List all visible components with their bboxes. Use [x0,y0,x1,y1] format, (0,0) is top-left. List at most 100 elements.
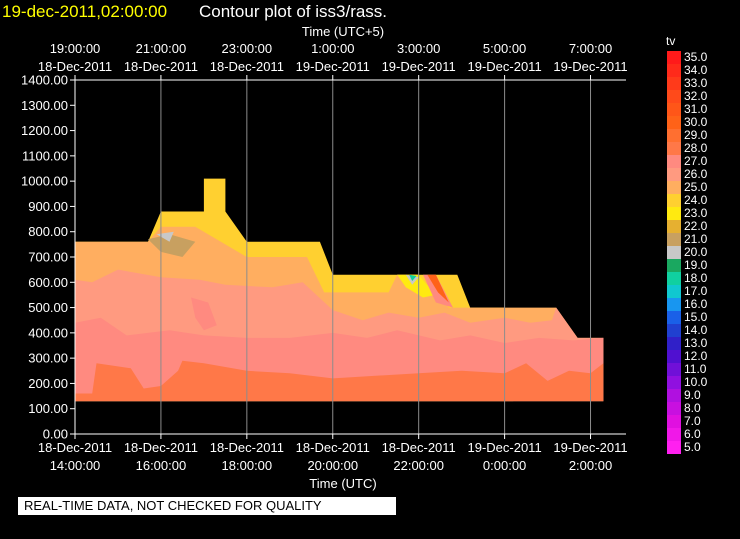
y-tick-label-3: 300.00 [28,351,68,366]
colorbar-label-3: 32.0 [684,89,708,103]
colorbar-label-10: 25.0 [684,180,708,194]
contour-region-7 [191,297,217,331]
x-tick-label-utc-time-6: 2:00:00 [569,458,612,473]
colorbar-label-5: 30.0 [684,115,708,129]
x-tick-label-local-time-4: 3:00:00 [397,41,440,56]
y-tick-label-14: 1400.00 [21,73,68,88]
colorbar-swatch-22 [667,337,681,350]
x-axis-local-ticks: 19:00:00 18-Dec-2011 21:00:00 18-Dec-2011 23… [38,41,628,80]
colorbar-swatch-10 [667,181,681,194]
colorbar-swatch-5 [667,116,681,129]
x-tick-label-local-time-3: 1:00:00 [311,41,354,56]
colorbar-label: tv [666,34,675,48]
x-tick-label-utc-time-2: 18:00:00 [222,458,273,473]
x-tick-label-local-date-5: 19-Dec-2011 [467,59,541,74]
colorbar-swatch-12 [667,207,681,220]
colorbar-swatch-23 [667,350,681,363]
colorbar-label-4: 31.0 [684,102,708,116]
y-tick-label-1: 100.00 [28,401,68,416]
colorbar-label-19: 16.0 [684,297,708,311]
x-tick-label-utc-time-5: 0:00:00 [483,458,526,473]
x-tick-label-local-time-6: 7:00:00 [569,41,612,56]
x-tick-label-local-date-4: 19-Dec-2011 [382,59,456,74]
colorbar-swatch-3 [667,90,681,103]
colorbar-label-25: 10.0 [684,375,708,389]
colorbar-swatch-8 [667,155,681,168]
colorbar-swatch-1 [667,64,681,77]
contour-fill-layer [75,178,604,402]
colorbar-swatch-19 [667,298,681,311]
x-tick-label-utc-time-0: 14:00:00 [50,458,101,473]
colorbar-label-0: 35.0 [684,50,708,64]
colorbar-swatch-28 [667,415,681,428]
y-tick-label-13: 1300.00 [21,98,68,113]
x-axis-utc-ticks: 18-Dec-2011 14:00:00 18-Dec-2011 16:00:00 18… [38,434,628,473]
colorbar-swatch-9 [667,168,681,181]
y-tick-label-7: 700.00 [28,250,68,265]
x-tick-label-local-time-2: 23:00:00 [222,41,273,56]
colorbar-swatch-2 [667,77,681,90]
contour-region-10 [409,274,417,281]
colorbar-swatch-14 [667,233,681,246]
colorbar-swatch-25 [667,376,681,389]
colorbar-label-15: 20.0 [684,245,708,259]
colorbar-label-22: 13.0 [684,336,708,350]
y-tick-label-0: 0.00 [43,427,68,442]
colorbar-swatch-11 [667,194,681,207]
x-tick-label-local-date-3: 19-Dec-2011 [296,59,370,74]
colorbar-label-27: 8.0 [684,401,701,415]
colorbar-swatch-16 [667,259,681,272]
colorbar-label-21: 14.0 [684,323,708,337]
x-tick-label-local-time-5: 5:00:00 [483,41,526,56]
x-tick-label-local-date-6: 19-Dec-2011 [553,59,627,74]
y-tick-label-8: 800.00 [28,224,68,239]
x-tick-label-utc-date-4: 18-Dec-2011 [382,440,456,455]
x-tick-label-utc-date-0: 18-Dec-2011 [38,440,112,455]
x-tick-label-local-date-0: 18-Dec-2011 [38,59,112,74]
y-tick-label-4: 400.00 [28,325,68,340]
y-axis-ticks: 0.00 100.00 200.00 300.00 400.00 500.00 600.00… [21,73,75,442]
colorbar-label-24: 11.0 [684,362,707,376]
colorbar-swatch-20 [667,311,681,324]
colorbar-swatch-6 [667,129,681,142]
top-axis-label: Time (UTC+5) [302,24,384,39]
colorbar-swatch-29 [667,428,681,441]
timestamp-label: 19-dec-2011,02:00:00 [2,2,167,21]
colorbar-swatch-17 [667,272,681,285]
colorbar-label-28: 7.0 [684,414,701,428]
colorbar-label-11: 24.0 [684,193,708,207]
y-tick-label-11: 1100.00 [22,148,68,163]
colorbar-label-26: 9.0 [684,388,701,402]
colorbar-label-8: 27.0 [684,154,708,168]
x-tick-label-utc-time-4: 22:00:00 [393,458,444,473]
x-tick-label-utc-date-6: 19-Dec-2011 [553,440,627,455]
y-tick-label-6: 600.00 [28,275,68,290]
colorbar-swatch-30 [667,441,681,454]
x-tick-label-local-time-1: 21:00:00 [136,41,187,56]
colorbar-label-2: 33.0 [684,76,708,90]
x-tick-label-local-time-0: 19:00:00 [50,41,101,56]
colorbar-label-9: 26.0 [684,167,708,181]
y-tick-label-5: 500.00 [28,300,68,315]
colorbar-swatch-0 [667,51,681,64]
colorbar-swatch-4 [667,103,681,116]
colorbar-swatch-18 [667,285,681,298]
colorbar: 35.034.033.032.031.030.029.028.027.026.0… [667,50,708,454]
quality-notice-box [18,497,396,515]
x-tick-label-local-date-1: 18-Dec-2011 [124,59,198,74]
y-tick-label-10: 1000.00 [21,174,68,189]
x-tick-label-utc-date-2: 18-Dec-2011 [210,440,284,455]
contour-region-8 [397,274,436,298]
x-tick-label-utc-time-3: 20:00:00 [307,458,358,473]
x-tick-label-utc-time-1: 16:00:00 [136,458,187,473]
contour-region-5 [148,234,196,257]
y-tick-label-12: 1200.00 [21,123,68,138]
colorbar-label-6: 29.0 [684,128,708,142]
contour-region-4 [75,360,604,402]
y-tick-label-2: 200.00 [28,376,68,391]
colorbar-label-12: 23.0 [684,206,708,220]
colorbar-label-20: 15.0 [684,310,708,324]
bottom-axis-label: Time (UTC) [309,476,376,491]
contour-region-12 [427,274,449,303]
